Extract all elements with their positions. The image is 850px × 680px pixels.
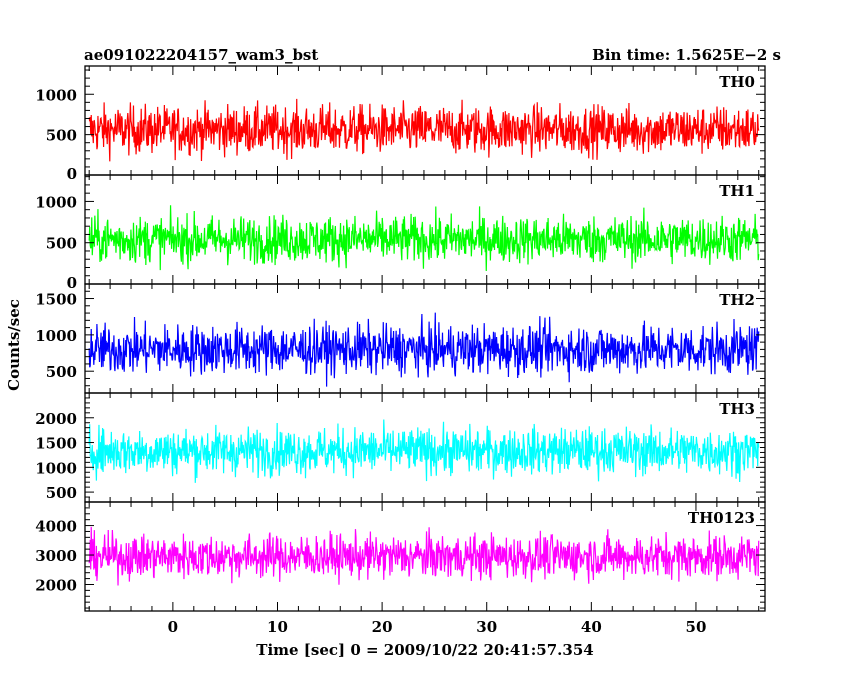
y-tick-label: 1000 bbox=[35, 86, 77, 104]
x-axis: 0 10 20 30 40 50 bbox=[168, 618, 707, 636]
y-tick-label: 500 bbox=[46, 484, 77, 502]
y-tick-label: 2000 bbox=[35, 576, 77, 594]
series-th2 bbox=[88, 312, 760, 387]
y-tick-label: 1000 bbox=[35, 193, 77, 211]
x-tick-label: 10 bbox=[267, 618, 288, 636]
bin-time-label: Bin time: 1.5625E−2 s bbox=[592, 46, 781, 64]
panel-label: TH2 bbox=[719, 291, 755, 309]
y-tick-label: 1500 bbox=[35, 435, 77, 453]
panel-frame bbox=[84, 501, 766, 612]
x-tick-label: 0 bbox=[168, 618, 178, 636]
x-axis-label: Time [sec] 0 = 2009/10/22 20:41:57.354 bbox=[256, 641, 593, 659]
y-tick-label: 0 bbox=[67, 165, 77, 183]
panel-th3: 500 1000 1500 2000 TH3 bbox=[35, 392, 766, 503]
x-tick-label: 50 bbox=[686, 618, 707, 636]
panel-th1: 0 500 1000 TH1 bbox=[35, 174, 766, 292]
y-tick-label: 500 bbox=[46, 363, 77, 381]
y-tick-label: 0 bbox=[67, 274, 77, 292]
series-th1 bbox=[88, 205, 760, 272]
panel-th2: 500 1000 1500 TH2 bbox=[35, 283, 766, 394]
y-tick-label: 2000 bbox=[35, 410, 77, 428]
series-th0 bbox=[88, 98, 760, 162]
y-tick-label: 1500 bbox=[35, 291, 77, 309]
y-tick-label: 1000 bbox=[35, 327, 77, 345]
x-tick-label: 20 bbox=[372, 618, 393, 636]
panel-label: TH3 bbox=[719, 400, 755, 418]
y-tick-label: 1000 bbox=[35, 459, 77, 477]
x-tick-label: 40 bbox=[581, 618, 602, 636]
x-tick-label: 30 bbox=[476, 618, 497, 636]
y-axis-label: Counts/sec bbox=[5, 299, 23, 391]
panel-label: TH0123 bbox=[688, 509, 755, 527]
chart-title: ae091022204157_wam3_bst bbox=[84, 46, 318, 64]
panel-label: TH1 bbox=[719, 182, 755, 200]
panel-frame bbox=[84, 283, 766, 394]
series-th0123 bbox=[88, 526, 760, 586]
series-th3 bbox=[88, 419, 760, 483]
y-tick-label: 500 bbox=[46, 235, 77, 253]
panel-th0: 0 500 1000 TH0 bbox=[35, 65, 766, 183]
panel-label: TH0 bbox=[719, 73, 755, 91]
panel-th0123: 2000 3000 4000 TH0123 bbox=[35, 501, 766, 612]
y-tick-label: 4000 bbox=[35, 518, 77, 536]
y-tick-label: 3000 bbox=[35, 547, 77, 565]
y-tick-label: 500 bbox=[46, 127, 77, 145]
panels-group: 0 500 1000 TH0 0 500 1000 TH1 500 1000 1500 TH2 500 1… bbox=[35, 65, 766, 612]
